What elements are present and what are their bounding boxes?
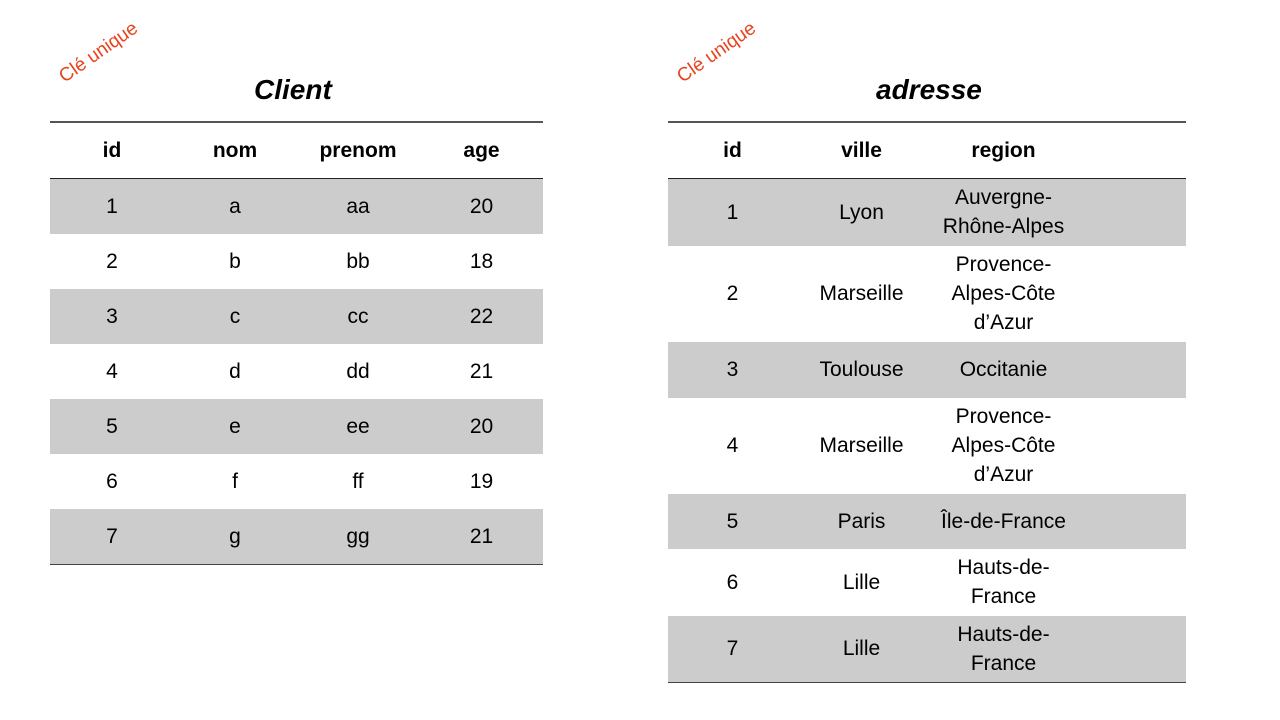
cell-nom: g xyxy=(174,509,296,565)
cell-empty xyxy=(1081,615,1186,683)
table-row: 2 b bb 18 xyxy=(50,234,543,289)
cell-empty xyxy=(1081,341,1186,398)
table-row: 5 Paris Île-de-France xyxy=(668,493,1186,549)
client-table: id nom prenom age 1 a aa 20 2 b bb 18 xyxy=(50,121,543,565)
cell-region: Auvergne-Rhône-Alpes xyxy=(926,178,1081,246)
table-row: 6 Lille Hauts-de-France xyxy=(668,549,1186,616)
table-row: 4 Marseille Provence-Alpes-Côte d’Azur xyxy=(668,398,1186,494)
cell-nom: c xyxy=(174,289,296,344)
table-row: 7 g gg 21 xyxy=(50,509,543,565)
cell-ville: Lyon xyxy=(797,178,926,246)
header-row: id ville region xyxy=(668,121,1186,179)
cell-region: Provence-Alpes-Côte d’Azur xyxy=(951,405,1056,486)
cell-age: 19 xyxy=(469,470,494,493)
cell-ville: Paris xyxy=(797,493,926,549)
cell-region: Hauts-de-France xyxy=(957,556,1050,608)
column-header-nom: nom xyxy=(174,121,296,179)
unique-key-label: Clé unique xyxy=(55,17,142,88)
cell-region: Île-de-France xyxy=(926,493,1081,549)
cell-age: 22 xyxy=(420,289,543,344)
cell-nom: f xyxy=(232,470,238,493)
cell-age: 20 xyxy=(420,178,543,234)
cell-id: 2 xyxy=(726,282,739,305)
column-header-region: region xyxy=(926,121,1081,179)
cell-age: 21 xyxy=(469,360,494,383)
cell-ville: Lille xyxy=(842,570,881,594)
cell-prenom: dd xyxy=(346,360,370,383)
cell-nom: d xyxy=(229,360,241,383)
adresse-table: id ville region 1 Lyon Auvergne-Rhône-Al… xyxy=(668,121,1186,683)
table-title: Client xyxy=(254,74,332,105)
cell-id: 3 xyxy=(50,289,174,344)
table-title: adresse xyxy=(876,74,982,105)
cell-empty xyxy=(1081,246,1186,342)
cell-id: 1 xyxy=(668,178,797,246)
cell-id: 4 xyxy=(106,360,118,383)
cell-age: 20 xyxy=(420,399,543,454)
cell-id: 3 xyxy=(668,341,797,398)
cell-nom: e xyxy=(174,399,296,454)
table-row: 2 Marseille Provence-Alpes-Côte d’Azur xyxy=(668,246,1186,342)
table-row: 6 f ff 19 xyxy=(50,454,543,509)
table-row: 5 e ee 20 xyxy=(50,399,543,454)
cell-region: Provence-Alpes-Côte d’Azur xyxy=(951,253,1056,334)
cell-prenom: cc xyxy=(296,289,420,344)
cell-ville: Lille xyxy=(797,615,926,683)
cell-prenom: ff xyxy=(352,470,364,493)
cell-empty xyxy=(1081,549,1186,616)
cell-empty xyxy=(1081,493,1186,549)
cell-region: Occitanie xyxy=(926,341,1081,398)
table-row: 3 Toulouse Occitanie xyxy=(668,341,1186,398)
column-header-empty xyxy=(1081,121,1186,179)
cell-id: 7 xyxy=(668,615,797,683)
cell-ville: Toulouse xyxy=(797,341,926,398)
cell-id: 4 xyxy=(726,434,739,457)
table-row: 3 c cc 22 xyxy=(50,289,543,344)
column-header-age: age xyxy=(420,121,543,179)
cell-ville: Marseille xyxy=(819,434,904,457)
cell-age: 18 xyxy=(469,250,494,273)
cell-id: 5 xyxy=(50,399,174,454)
cell-id: 7 xyxy=(50,509,174,565)
cell-ville: Marseille xyxy=(819,282,904,305)
cell-id: 6 xyxy=(726,570,739,594)
cell-prenom: bb xyxy=(346,250,370,273)
table-row: 7 Lille Hauts-de-France xyxy=(668,615,1186,683)
column-header-id: id xyxy=(50,121,174,179)
cell-empty xyxy=(1081,178,1186,246)
column-header-id: id xyxy=(668,121,797,179)
cell-id: 5 xyxy=(668,493,797,549)
cell-prenom: gg xyxy=(296,509,420,565)
cell-prenom: ee xyxy=(296,399,420,454)
cell-age: 21 xyxy=(420,509,543,565)
table-row: 1 Lyon Auvergne-Rhône-Alpes xyxy=(668,178,1186,246)
column-header-ville: ville xyxy=(797,121,926,179)
cell-prenom: aa xyxy=(296,178,420,234)
column-header-prenom: prenom xyxy=(296,121,420,179)
cell-empty xyxy=(1081,398,1186,494)
cell-nom: b xyxy=(229,250,241,273)
cell-id: 1 xyxy=(50,178,174,234)
unique-key-label: Clé unique xyxy=(673,17,760,88)
header-row: id nom prenom age xyxy=(50,121,543,179)
cell-id: 2 xyxy=(106,250,118,273)
table-row: 4 d dd 21 xyxy=(50,344,543,399)
cell-region: Hauts-de-France xyxy=(926,615,1081,683)
cell-nom: a xyxy=(174,178,296,234)
table-row: 1 a aa 20 xyxy=(50,178,543,234)
cell-id: 6 xyxy=(106,470,118,493)
